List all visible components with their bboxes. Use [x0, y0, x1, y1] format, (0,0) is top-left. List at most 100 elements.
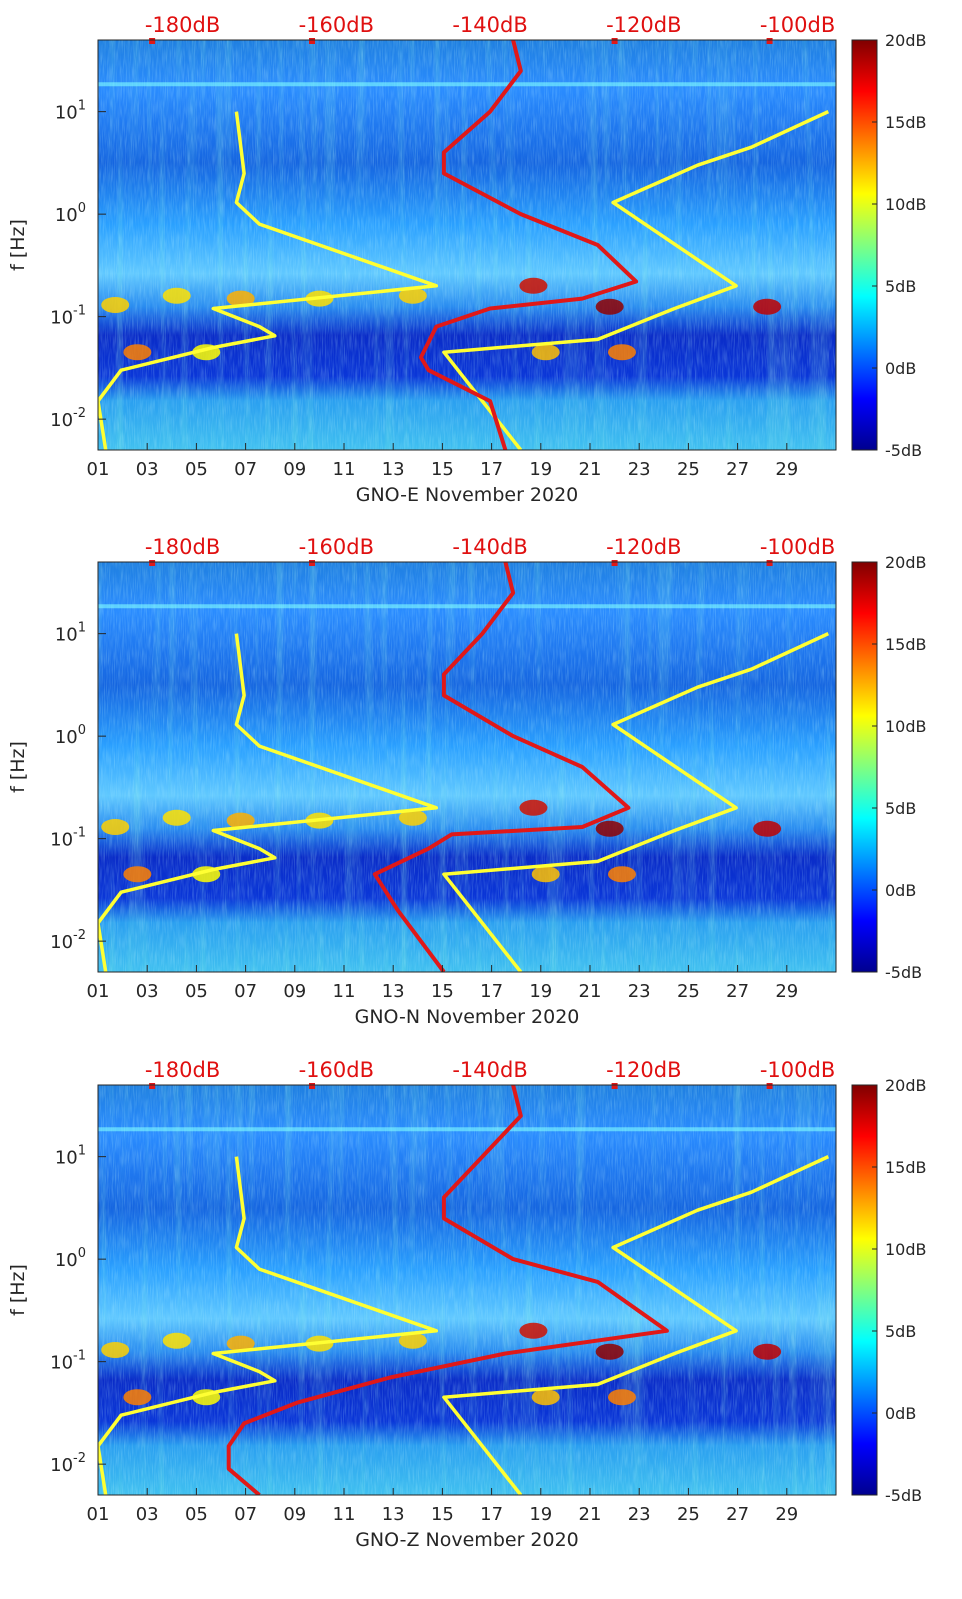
top-axis-db-label: -140dB	[452, 1058, 527, 1082]
y-axis-label: f [Hz]	[7, 741, 29, 793]
x-tick-label: 27	[726, 981, 749, 1002]
colorbar	[851, 1084, 878, 1496]
x-tick-label: 25	[677, 459, 700, 480]
colorbar-tick-label: 5dB	[885, 277, 916, 296]
x-tick-label: 23	[628, 981, 651, 1002]
colorbar-tick-label: 0dB	[885, 881, 916, 900]
top-axis-db-label: -120dB	[606, 1058, 681, 1082]
top-axis-db-label: -140dB	[452, 13, 527, 37]
x-tick-label: 05	[185, 981, 208, 1002]
x-tick-label: 11	[333, 981, 356, 1002]
x-tick-label: 25	[677, 1504, 700, 1525]
panel-gno-z: 01 03 05 07 09 11 13 15 17 19 21 23 25 27 29 GNO-Z Nove…	[7, 1058, 927, 1551]
top-axis-db-label: -100dB	[760, 1058, 835, 1082]
colorbar	[851, 39, 878, 451]
x-tick-label: 27	[726, 1504, 749, 1525]
top-axis-db-label: -160dB	[299, 535, 374, 559]
colorbar-tick-label: 15dB	[885, 1158, 927, 1177]
x-tick-label: 13	[382, 459, 405, 480]
x-tick-label: 13	[382, 1504, 405, 1525]
y-axis-label: f [Hz]	[7, 219, 29, 271]
spectrogram-image	[98, 562, 836, 972]
panel-gno-e: 01 03 05 07 09 11 13 15 17 19 21 23 25 27 29 GNO-E Nove…	[7, 13, 927, 506]
spectrogram-image	[98, 1085, 836, 1495]
y-tick-label: 10-2	[50, 1451, 86, 1476]
x-tick-label: 07	[234, 1504, 257, 1525]
x-tick-label: 09	[283, 459, 306, 480]
median-psd-curve	[372, 562, 631, 972]
top-axis-db-label: -160dB	[299, 1058, 374, 1082]
x-axis-label: GNO-N November 2020	[355, 1006, 580, 1028]
x-tick-label: 11	[333, 459, 356, 480]
x-tick-label: 19	[529, 459, 552, 480]
colorbar-tick-label: 0dB	[885, 359, 916, 378]
noise-model-curve-1	[442, 1155, 830, 1495]
top-axis-db-label: -100dB	[760, 13, 835, 37]
x-tick-label: 29	[775, 981, 798, 1002]
noise-model-curve-1	[442, 110, 830, 450]
y-tick-label: 10-2	[50, 406, 86, 431]
x-tick-label: 21	[579, 1504, 602, 1525]
colorbar-tick-label: 10dB	[885, 717, 927, 736]
x-tick-label: 01	[87, 981, 110, 1002]
top-axis-db-label: -180dB	[145, 1058, 220, 1082]
x-tick-label: 17	[480, 1504, 503, 1525]
x-tick-label: 11	[333, 1504, 356, 1525]
y-tick-label: 101	[55, 1144, 86, 1169]
x-axis-label: GNO-E November 2020	[356, 484, 579, 506]
x-tick-label: 23	[628, 1504, 651, 1525]
noise-model-curve-1	[442, 632, 830, 972]
x-tick-label: 15	[431, 459, 454, 480]
plot-frame	[97, 1084, 837, 1496]
colorbar	[851, 561, 878, 973]
x-tick-label: 15	[431, 1504, 454, 1525]
x-tick-label: 01	[87, 459, 110, 480]
colorbar-tick-label: -5dB	[885, 1486, 922, 1505]
colorbar-tick-label: 5dB	[885, 1322, 916, 1341]
x-tick-label: 15	[431, 981, 454, 1002]
top-axis-db-label: -120dB	[606, 13, 681, 37]
colorbar-tick-label: 20dB	[885, 553, 927, 572]
top-axis-db-label: -100dB	[760, 535, 835, 559]
x-tick-label: 21	[579, 981, 602, 1002]
top-axis-db-label: -140dB	[452, 535, 527, 559]
x-tick-label: 05	[185, 1504, 208, 1525]
colorbar-tick-label: -5dB	[885, 963, 922, 982]
y-tick-label: 100	[55, 723, 86, 748]
x-tick-label: 01	[87, 1504, 110, 1525]
top-axis-db-label: -180dB	[145, 13, 220, 37]
y-tick-label: 100	[55, 201, 86, 226]
x-tick-label: 19	[529, 1504, 552, 1525]
y-tick-label: 10-1	[50, 1349, 86, 1374]
y-tick-label: 10-2	[50, 928, 86, 953]
plot-frame	[97, 39, 837, 451]
x-tick-label: 13	[382, 981, 405, 1002]
x-tick-label: 05	[185, 459, 208, 480]
top-axis-db-label: -120dB	[606, 535, 681, 559]
spectrogram-image	[98, 40, 836, 450]
y-tick-label: 101	[55, 99, 86, 124]
x-tick-label: 03	[136, 1504, 159, 1525]
colorbar-tick-label: 10dB	[885, 1240, 927, 1259]
x-tick-label: 19	[529, 981, 552, 1002]
x-tick-label: 09	[283, 981, 306, 1002]
x-tick-label: 27	[726, 459, 749, 480]
colorbar-tick-label: 15dB	[885, 113, 927, 132]
x-tick-label: 03	[136, 459, 159, 480]
x-tick-label: 29	[775, 1504, 798, 1525]
colorbar-tick-label: -5dB	[885, 441, 922, 460]
colorbar-tick-label: 20dB	[885, 31, 927, 50]
x-tick-label: 03	[136, 981, 159, 1002]
x-tick-label: 23	[628, 459, 651, 480]
x-tick-label: 09	[283, 1504, 306, 1525]
x-tick-label: 07	[234, 459, 257, 480]
median-psd-curve	[418, 40, 639, 450]
top-axis-db-label: -160dB	[299, 13, 374, 37]
y-tick-label: 10-1	[50, 304, 86, 329]
y-axis-label: f [Hz]	[7, 1264, 29, 1316]
colorbar-tick-label: 5dB	[885, 799, 916, 818]
noise-model-curve-0	[98, 633, 439, 972]
noise-model-curve-0	[98, 1156, 439, 1495]
colorbar-tick-label: 0dB	[885, 1404, 916, 1423]
x-tick-label: 17	[480, 459, 503, 480]
